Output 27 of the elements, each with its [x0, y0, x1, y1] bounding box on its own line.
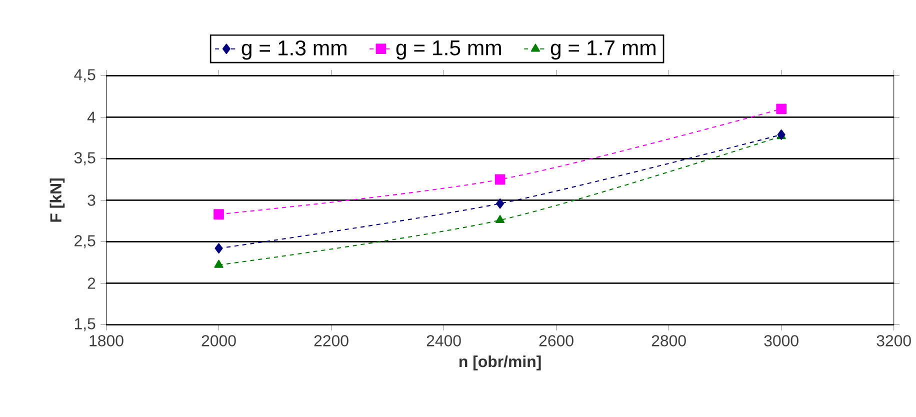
x-tick-label: 3200 [876, 335, 911, 346]
y-tick-label: 1,5 [74, 318, 96, 332]
x-tick-label: 2200 [314, 335, 348, 346]
y-tick-label: 4,5 [74, 69, 96, 82]
point [214, 243, 223, 254]
x-tick-label: 2400 [426, 335, 461, 346]
x-axis-title: n [obr/min] [459, 355, 541, 370]
y-tick-label: 3 [88, 194, 96, 206]
x-tick-label: 2000 [202, 335, 236, 346]
point [214, 260, 224, 268]
y-tick-label: 3,5 [74, 152, 96, 166]
y-tick-label: 2 [88, 278, 96, 289]
x-tick-label: 3000 [764, 335, 798, 346]
legend-label: g = 1.7 mm [550, 40, 656, 60]
y-tick-label: 4 [87, 112, 96, 123]
legend-label: g = 1.5 mm [396, 40, 501, 60]
legend-label: g = 1.3 mm [242, 40, 346, 60]
point [214, 209, 224, 220]
x-tick-label: 2600 [539, 335, 574, 346]
y-axis-title: F [kN] [50, 178, 65, 222]
point [496, 214, 505, 223]
x-tick-label: 2800 [652, 335, 686, 346]
y-tick-label: 2,5 [74, 235, 96, 248]
point [496, 198, 504, 209]
point [776, 104, 787, 114]
x-tick-label: 1800 [90, 335, 124, 346]
point [494, 174, 506, 185]
